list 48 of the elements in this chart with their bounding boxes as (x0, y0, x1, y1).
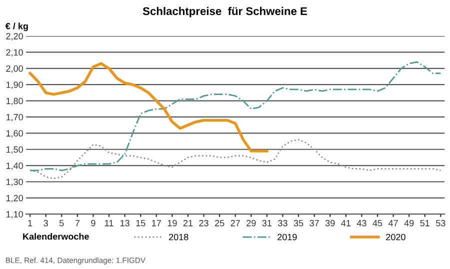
x-axis-title: Kalenderwoche (23, 233, 89, 240)
y-tick-label: 1,80 (6, 98, 23, 106)
y-tick-label: 1,70 (6, 114, 23, 122)
line-series (28, 62, 268, 152)
y-tick-label: 1,90 (6, 82, 23, 90)
legend-label: 2018 (169, 234, 188, 240)
x-tick-label: 13 (120, 220, 130, 226)
y-tick-label: 1,60 (6, 130, 23, 138)
x-tick-label: 23 (199, 220, 208, 226)
x-tick-label: 33 (278, 220, 288, 226)
x-tick-label: 9 (91, 220, 96, 226)
x-tick-label: 3 (44, 220, 48, 226)
x-tick-label: 49 (404, 220, 414, 226)
x-tick-label: 27 (230, 220, 240, 226)
line-series (29, 138, 442, 180)
x-tick-label: 39 (325, 220, 335, 226)
x-tick-label: 53 (436, 220, 446, 226)
y-tick-label: 1,10 (6, 211, 23, 219)
x-tick-label: 35 (294, 220, 304, 226)
x-tick-label: 21 (183, 220, 193, 226)
x-tick-label: 19 (168, 220, 177, 226)
legend-label: 2019 (278, 234, 297, 240)
y-tick-label: 2,00 (6, 65, 23, 73)
x-tick-label: 47 (388, 220, 398, 226)
x-tick-label: 29 (246, 220, 256, 226)
x-tick-label: 7 (75, 220, 80, 226)
y-tick-label: 1,20 (6, 194, 23, 202)
x-tick-label: 5 (59, 220, 64, 226)
x-tick-label: 1 (28, 220, 32, 226)
legend-label: 2020 (386, 234, 406, 240)
x-tick-label: 51 (420, 220, 430, 226)
y-tick-label: 2,10 (6, 49, 23, 57)
chart-title: Schlachtpreise für Schweine E (142, 6, 308, 18)
line-series (29, 61, 442, 172)
x-tick-label: 41 (341, 220, 350, 226)
x-tick-label: 15 (136, 220, 146, 226)
y-tick-label: 2,20 (6, 33, 23, 40)
y-axis-title: € / kg (5, 22, 28, 32)
y-tick-label: 1,50 (6, 146, 23, 154)
x-tick-label: 31 (262, 220, 272, 226)
x-tick-label: 25 (214, 220, 224, 226)
y-tick-label: 1,30 (6, 178, 23, 186)
x-tick-label: 43 (356, 220, 366, 226)
x-tick-label: 45 (372, 220, 382, 226)
y-tick-label: 1,40 (6, 162, 23, 170)
x-tick-label: 11 (105, 220, 114, 226)
x-tick-label: 37 (310, 220, 319, 226)
x-tick-label: 17 (152, 220, 161, 226)
